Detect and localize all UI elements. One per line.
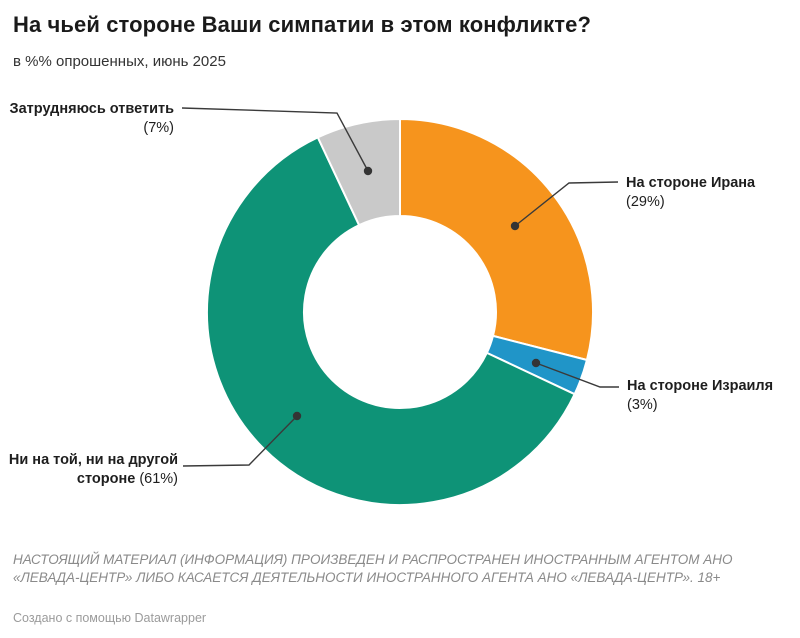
donut-slices: [206, 118, 594, 506]
label-israel: На стороне Израиля (3%): [627, 377, 782, 415]
chart-title: На чьей стороне Ваши симпатии в этом кон…: [13, 12, 591, 37]
leader-dots: [292, 166, 541, 421]
leader-line-israel: [535, 362, 619, 388]
label-iran: На стороне Ирана (29%): [626, 174, 771, 212]
label-neither-value: (61%): [139, 471, 178, 487]
leader-line-undecided: [181, 107, 369, 172]
leader-dot-iran: [510, 221, 520, 231]
label-undecided: Затрудняюсь ответить (7%): [9, 100, 174, 138]
label-iran-name: На стороне Ирана: [626, 175, 756, 191]
label-undecided-value: (7%): [143, 120, 174, 136]
label-undecided-name: Затрудняюсь ответить: [9, 101, 174, 117]
leader-line-neither: [182, 415, 298, 467]
leader-dot-undecided: [363, 166, 373, 176]
slice-iran[interactable]: [399, 118, 594, 361]
label-neither-name: Ни на той, ни на другой стороне: [8, 452, 178, 487]
label-israel-name: На стороне Израиля: [627, 378, 774, 394]
foreign-agent-disclaimer: НАСТОЯЩИЙ МАТЕРИАЛ (ИНФОРМАЦИЯ) ПРОИЗВЕД…: [13, 552, 733, 585]
chart-subtitle: в %% опрошенных, июнь 2025: [13, 53, 226, 70]
datawrapper-credit-link[interactable]: Создано с помощью Datawrapper: [13, 611, 207, 625]
leader-line-iran: [514, 181, 619, 227]
leader-dot-israel: [531, 358, 541, 368]
leader-dot-neither: [292, 411, 302, 421]
label-israel-value: (3%): [627, 397, 658, 413]
leader-lines: [181, 107, 619, 467]
label-iran-value: (29%): [626, 194, 665, 210]
label-neither: Ни на той, ни на другой стороне (61%): [6, 451, 178, 489]
slice-undecided[interactable]: [316, 118, 401, 227]
